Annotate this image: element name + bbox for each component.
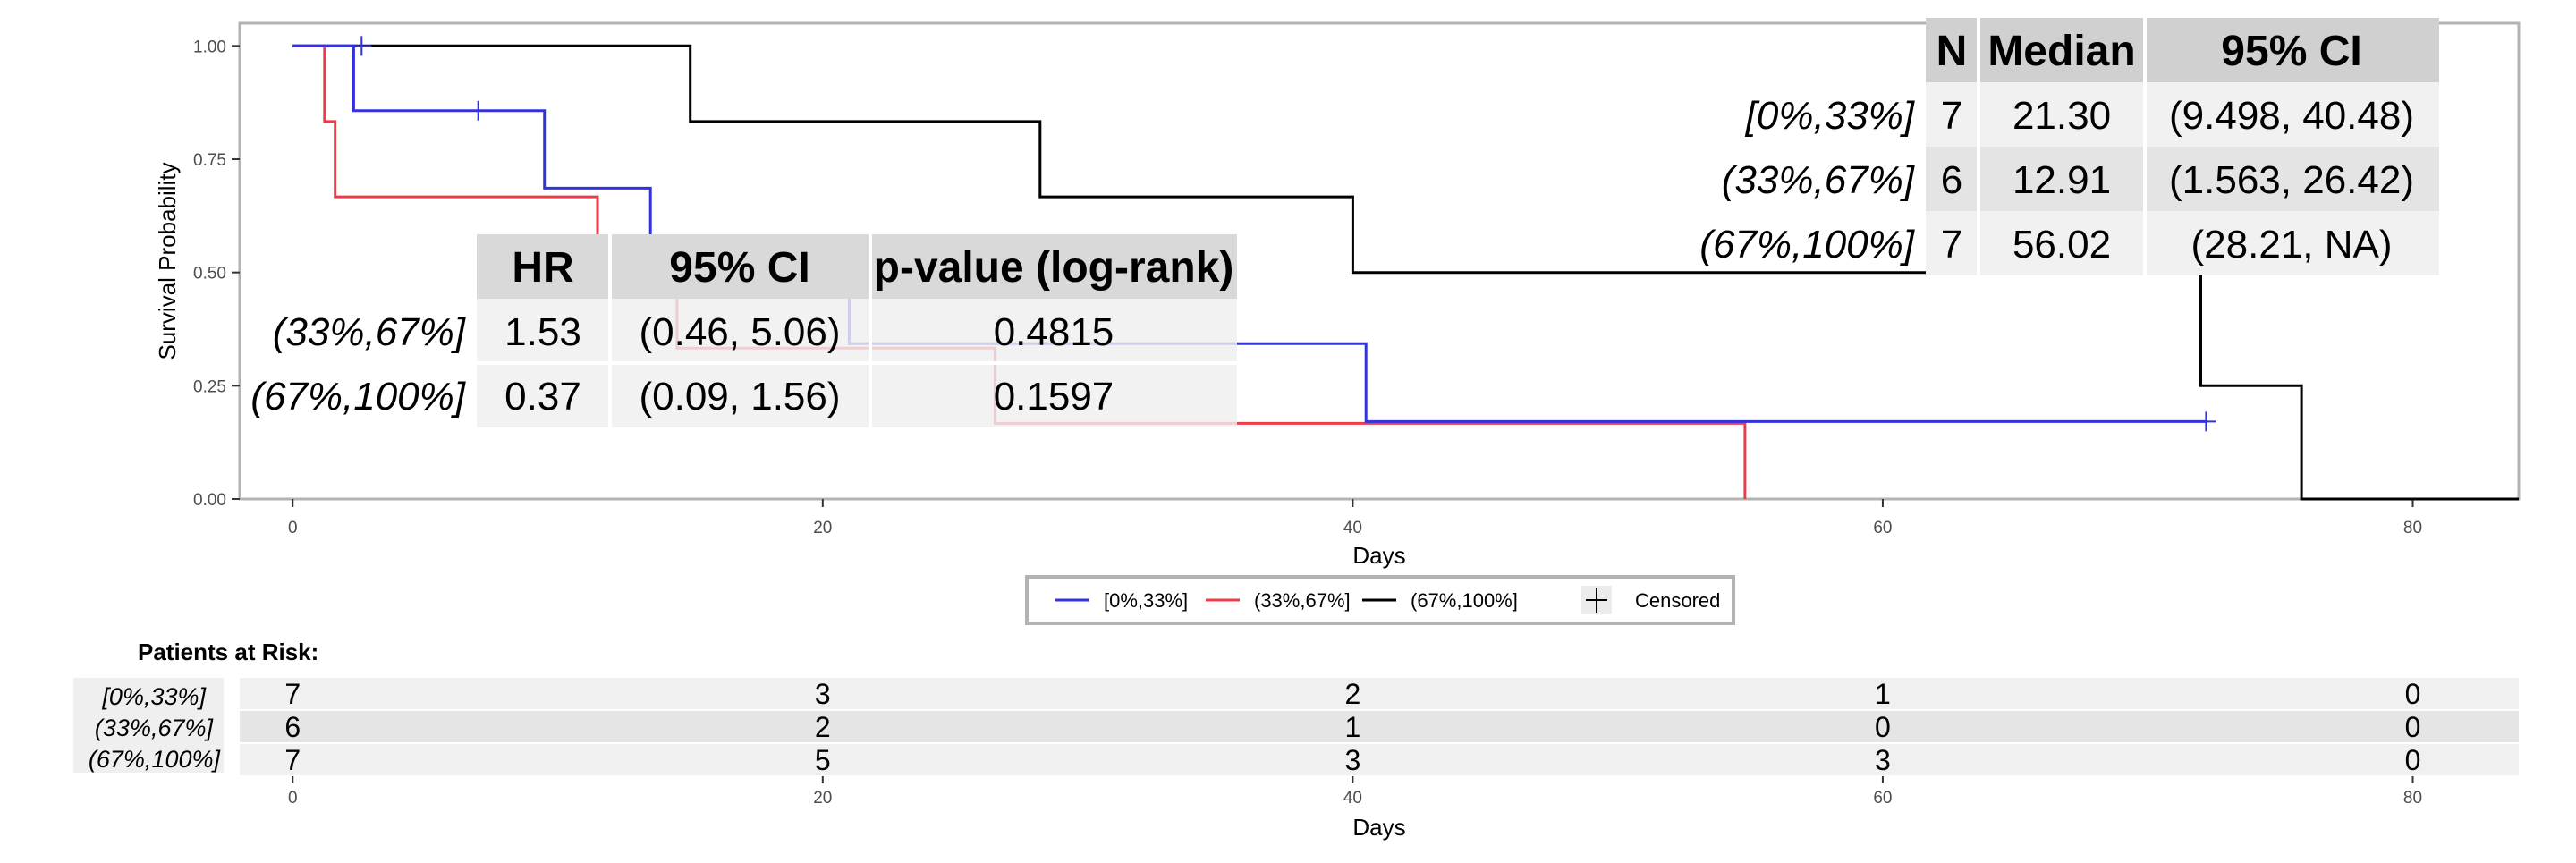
median-n: 6 xyxy=(1941,158,1962,202)
risk-x-tick-label: 20 xyxy=(813,789,832,808)
x-tick-label: 60 xyxy=(1873,519,1892,537)
risk-count: 5 xyxy=(815,744,831,776)
median-value: 56.02 xyxy=(2012,223,2111,267)
censor-marks xyxy=(352,36,2216,432)
legend: [0%,33%] (33%,67%] (67%,100%] Censored xyxy=(1025,575,1735,625)
risk-table-title: Patients at Risk: xyxy=(138,639,318,665)
y-tick-label: 0.50 xyxy=(193,265,226,283)
risk-count: 6 xyxy=(284,711,301,743)
y-tick-label: 0.75 xyxy=(193,151,226,170)
median-value: 12.91 xyxy=(2012,158,2111,202)
hr-p-value: 0.4815 xyxy=(994,310,1114,354)
risk-count: 2 xyxy=(1344,678,1360,710)
hr-header-p: p-value (log-rank) xyxy=(874,244,1234,292)
median-n: 7 xyxy=(1941,94,1962,138)
y-axis-title: Survival Probability xyxy=(154,162,181,360)
risk-x-tick-label: 60 xyxy=(1873,789,1892,808)
hr-table: HR 95% CI p-value (log-rank) (33%,67%] 1… xyxy=(250,234,1237,427)
risk-count: 3 xyxy=(815,678,831,710)
risk-count: 7 xyxy=(284,744,301,776)
hr-row-label: (67%,100%] xyxy=(250,375,466,419)
risk-row-label: (33%,67%] xyxy=(95,715,215,741)
risk-count: 3 xyxy=(1875,744,1891,776)
median-n: 7 xyxy=(1941,223,1962,267)
x-axis: 0 20 40 60 80 xyxy=(288,499,2422,537)
median-row-bg xyxy=(1926,147,2439,211)
x-tick-label: 0 xyxy=(288,519,298,537)
risk-count: 1 xyxy=(1344,711,1360,743)
risk-count: 0 xyxy=(2405,678,2421,710)
median-row-label: [0%,33%] xyxy=(1745,94,1916,138)
median-row-bg xyxy=(1926,82,2439,147)
x-tick-label: 80 xyxy=(2403,519,2422,537)
legend-label: (67%,100%] xyxy=(1411,589,1518,612)
risk-x-axis: 0 20 40 60 80 xyxy=(288,776,2422,808)
hr-value: 1.53 xyxy=(504,310,581,354)
median-ci: (9.498, 40.48) xyxy=(2169,94,2414,138)
survival-curve-line xyxy=(292,44,2519,501)
risk-counts: 7 3 2 1 06 2 1 0 07 5 3 3 0 xyxy=(284,678,2420,776)
risk-row-label: (67%,100%] xyxy=(89,746,222,773)
legend-label: (33%,67%] xyxy=(1254,589,1351,612)
y-tick-label: 0.00 xyxy=(193,491,226,510)
risk-count: 0 xyxy=(1875,711,1891,743)
median-ci: (1.563, 26.42) xyxy=(2169,158,2414,202)
risk-row-bg xyxy=(240,678,2519,709)
risk-x-axis-title: Days xyxy=(1352,814,1405,841)
median-row-label: (33%,67%] xyxy=(1722,158,1916,202)
risk-x-tick-label: 0 xyxy=(288,789,298,808)
y-axis: 0.00 0.25 0.50 0.75 1.00 xyxy=(193,38,240,510)
legend-label-censored: Censored xyxy=(1635,589,1720,612)
risk-row-label: [0%,33%] xyxy=(101,683,207,710)
hr-value: 0.37 xyxy=(504,375,581,419)
hr-ci-value: (0.09, 1.56) xyxy=(639,375,840,419)
hr-header-bg xyxy=(477,234,1237,299)
median-ci: (28.21, NA) xyxy=(2191,223,2393,267)
legend-label: [0%,33%] xyxy=(1104,589,1188,612)
risk-x-tick-label: 40 xyxy=(1343,789,1362,808)
x-axis-title: Days xyxy=(1352,542,1405,569)
y-tick-label: 1.00 xyxy=(193,38,226,56)
hr-header-ci: 95% CI xyxy=(669,244,809,292)
risk-row-bg xyxy=(240,744,2519,775)
median-value: 21.30 xyxy=(2012,94,2111,138)
survival-curve-line xyxy=(292,44,2207,423)
risk-label-bg xyxy=(73,678,224,773)
median-row-bg xyxy=(1926,211,2439,275)
x-tick-label: 40 xyxy=(1343,519,1362,537)
median-header-bg xyxy=(1926,18,2439,82)
x-tick-label: 20 xyxy=(813,519,832,537)
median-table: N Median 95% CI [0%,33%] 7 21.30 (9.498,… xyxy=(1699,18,2439,275)
y-tick-label: 0.25 xyxy=(193,377,226,396)
median-header-median: Median xyxy=(1987,28,2135,75)
risk-count: 2 xyxy=(815,711,831,743)
risk-x-tick-label: 80 xyxy=(2403,789,2422,808)
risk-count: 1 xyxy=(1875,678,1891,710)
risk-count: 3 xyxy=(1344,744,1360,776)
risk-row-bg xyxy=(240,711,2519,742)
hr-row-label: (33%,67%] xyxy=(273,310,467,354)
legend-box xyxy=(1025,575,1735,625)
hr-row-bg xyxy=(477,299,1237,363)
median-header-ci: 95% CI xyxy=(2221,28,2361,75)
risk-count: 7 xyxy=(284,678,301,710)
risk-table: Patients at Risk: [0%,33%] (33%,67%] (67… xyxy=(73,639,2519,841)
risk-count: 0 xyxy=(2405,711,2421,743)
hr-row-bg xyxy=(477,363,1237,427)
hr-ci-value: (0.46, 5.06) xyxy=(639,310,840,354)
median-header-n: N xyxy=(1936,28,1968,75)
risk-count: 0 xyxy=(2405,744,2421,776)
hr-p-value: 0.1597 xyxy=(994,375,1114,419)
hr-header-hr: HR xyxy=(512,244,573,292)
median-row-label: (67%,100%] xyxy=(1699,223,1915,267)
